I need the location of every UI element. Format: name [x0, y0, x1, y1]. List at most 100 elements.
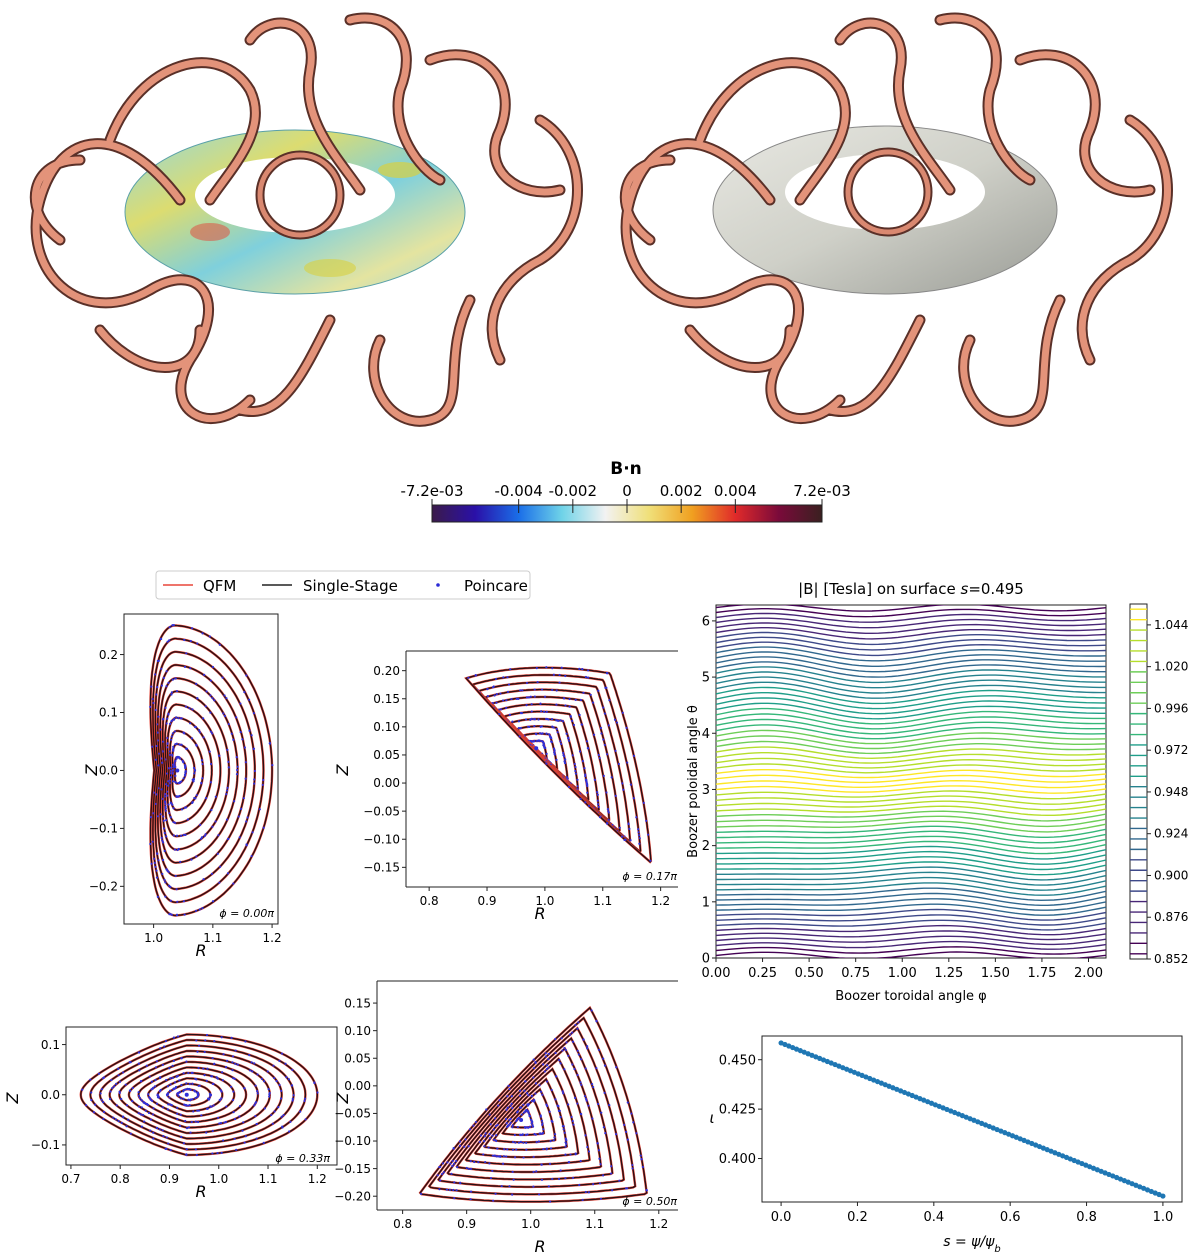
poincare-point [210, 872, 214, 875]
poincare-point [609, 1172, 613, 1175]
poincare-point [527, 1112, 530, 1115]
poincare-point [184, 765, 187, 768]
poincare-point [163, 878, 166, 881]
poincare-point [607, 724, 610, 727]
poincare-point [641, 1165, 644, 1169]
poincare-point [164, 805, 167, 808]
phi-annotation: ϕ = 0.00π [219, 907, 274, 920]
poincare-point [507, 1124, 510, 1127]
poincare-point [564, 1153, 567, 1156]
contour-line [716, 724, 1106, 740]
poincare-point [168, 1067, 171, 1070]
poincare-point [115, 1104, 118, 1107]
y-tick-label: −0.20 [334, 1189, 371, 1203]
poincare-point [527, 725, 530, 728]
poincare-point [182, 731, 185, 734]
x-tick-label: 1.0 [535, 894, 554, 908]
poincare-point [291, 1097, 294, 1100]
poincare-point [226, 786, 229, 789]
poincare-point [610, 1165, 613, 1168]
contour-line [716, 840, 1106, 855]
y-tick-label: 0.2 [99, 648, 118, 662]
poincare-point [505, 1122, 508, 1125]
poincare-point [275, 1079, 278, 1083]
contour-line [716, 697, 1106, 715]
poincare-point [152, 1131, 155, 1134]
poincare-point [157, 715, 160, 718]
poincare-point [268, 1095, 271, 1098]
poincare-point [222, 1053, 225, 1056]
bn-colorbar: B·n -7.2e-03 -0.004 -0.002 0 0.002 0.004 7.2e-… [401, 459, 851, 523]
poincare-point [599, 726, 603, 730]
poincare-point [187, 1088, 190, 1091]
poincare-point [114, 1118, 117, 1121]
poincare-point [210, 808, 213, 812]
poincare-point [170, 720, 173, 723]
poincare-point [514, 1141, 517, 1144]
iota-profile-panel: 0.0 0.2 0.4 0.6 0.8 1.0 0.400 0.425 0.450 s = ψ/ψ… [709, 1035, 1183, 1255]
poincare-point [545, 710, 548, 713]
poincare-point [198, 1044, 201, 1047]
poincare-point [587, 1104, 590, 1107]
poincare-point [537, 1140, 540, 1143]
poincare-point [642, 801, 645, 804]
poincare-point [574, 698, 577, 701]
poincare-point [128, 1089, 132, 1092]
bn-colorbar-tick-label: -0.004 [494, 482, 542, 500]
poincare-point [162, 819, 165, 822]
poincare-point [195, 682, 198, 686]
poincare-point [493, 1154, 496, 1157]
contour-line [716, 850, 1106, 865]
poincare-point [203, 1073, 206, 1077]
poincare-panel-phi-0: 1.0 1.1 1.2 −0.2 −0.1 0.0 0.1 0.2 R Zϕ = 0.00π [82, 613, 282, 960]
poincare-point [577, 1053, 580, 1056]
poincare-point [217, 754, 221, 757]
contour-line [716, 774, 1106, 784]
poincare-point [577, 1021, 580, 1024]
contour-line [716, 646, 1106, 662]
contour-line [716, 946, 1106, 955]
poincare-point [547, 1058, 550, 1061]
poincare-point [199, 823, 202, 826]
poincare-point [586, 791, 589, 794]
poincare-point [129, 1061, 132, 1064]
poincare-point [625, 726, 628, 729]
poincare-point [540, 732, 543, 735]
poincare-point [255, 1137, 258, 1140]
poincare-point [200, 782, 203, 785]
poincare-point [649, 859, 652, 862]
poincare-point [585, 1099, 588, 1102]
poincare-point [151, 1113, 155, 1116]
poincare-point [559, 740, 562, 743]
poincare-point [544, 1055, 547, 1058]
poincare-point [527, 1094, 530, 1097]
poincare-point [526, 1104, 529, 1107]
poincare-point [597, 805, 600, 809]
poincare-point [579, 797, 582, 801]
poincare-point [557, 1177, 561, 1181]
poincare-point [232, 1111, 235, 1114]
y-tick-label: −0.2 [89, 880, 118, 894]
poincare-point [214, 795, 217, 798]
poincare-point [163, 795, 166, 798]
poincare-point [530, 1099, 533, 1103]
poincare-point [535, 733, 538, 736]
poincare-point [543, 746, 546, 749]
y-axis-label: Boozer poloidal angle θ [686, 705, 701, 858]
poincare-point [239, 730, 242, 734]
poincare-point [209, 711, 212, 714]
poincare-point [238, 1115, 241, 1118]
poincare-point [205, 1131, 208, 1134]
poincare-point [266, 1070, 269, 1073]
poincare-point [571, 1040, 575, 1043]
poincare-point [553, 750, 556, 754]
x-tick-label: 0.6 [1000, 1210, 1021, 1225]
poincare-point [546, 1080, 549, 1083]
poincare-point [598, 1182, 602, 1185]
contour-line [716, 810, 1106, 822]
x-tick-label: 1.75 [1027, 966, 1056, 981]
poincare-point [89, 1078, 92, 1081]
single-stage-surface [152, 637, 265, 904]
poincare-point [122, 1071, 125, 1074]
poincare-point [171, 1076, 174, 1079]
